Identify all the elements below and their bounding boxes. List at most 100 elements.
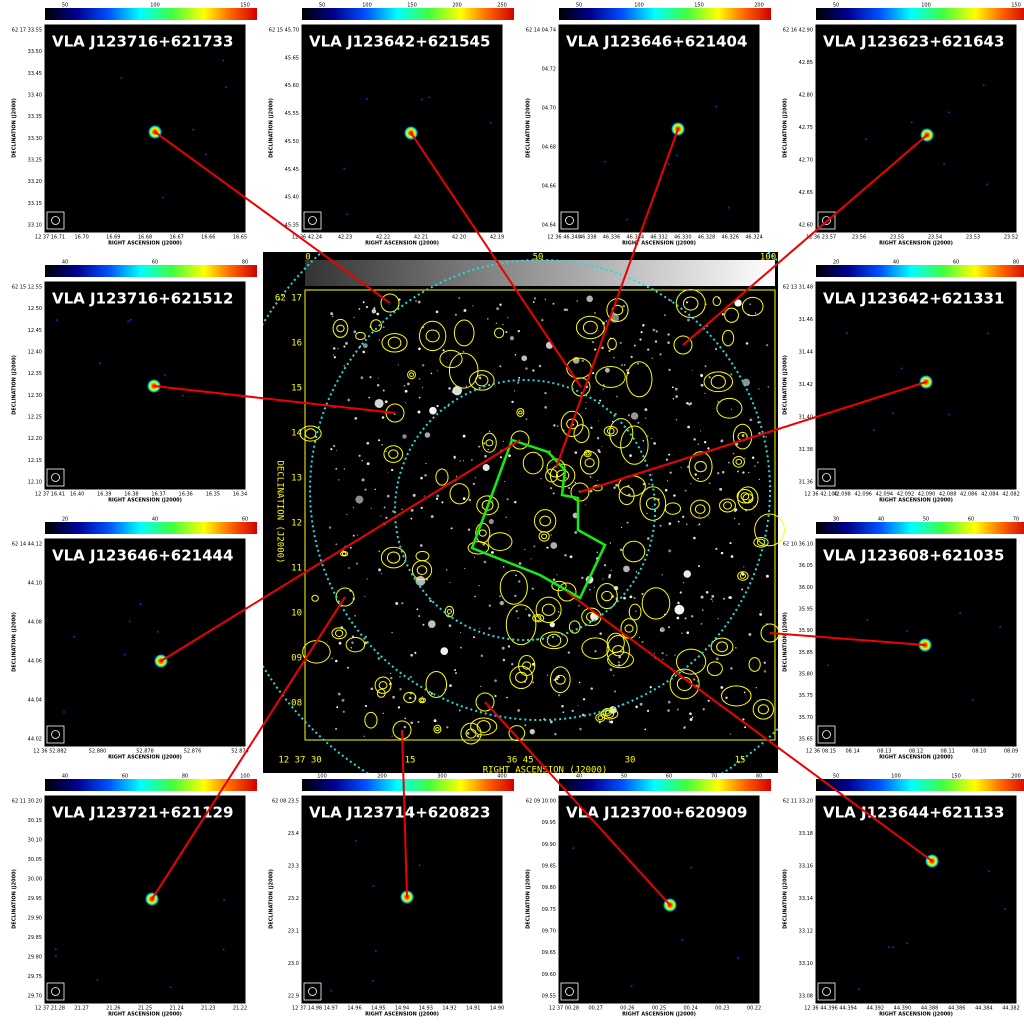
star [473, 483, 475, 485]
y-tick-label: 33.20 [28, 179, 42, 185]
star [599, 400, 601, 402]
star [647, 537, 650, 540]
star [459, 460, 460, 461]
star [436, 498, 438, 500]
y-tick-label: 09.55 [542, 994, 556, 1000]
colorbar-label: 20 [62, 517, 68, 523]
star [681, 467, 682, 468]
y-tick-label: 35.95 [799, 607, 813, 613]
star [425, 463, 426, 464]
star [416, 608, 418, 610]
star [390, 677, 392, 679]
star [353, 330, 356, 333]
star [597, 552, 598, 553]
star [518, 377, 520, 379]
cutout-image [816, 796, 1016, 1003]
star [647, 435, 648, 436]
star [615, 484, 618, 487]
y-axis-label: DECLINATION (J2000) [783, 869, 789, 929]
star [351, 642, 353, 644]
star [613, 675, 614, 676]
star [460, 647, 462, 649]
star [350, 547, 352, 549]
star [686, 524, 688, 526]
central-y-tick-label: 11 [291, 564, 302, 574]
y-tick-label: 35.75 [799, 693, 813, 699]
star [645, 417, 646, 418]
star [525, 367, 528, 370]
noise-speck [983, 84, 985, 86]
star [418, 300, 421, 303]
star [647, 348, 649, 350]
star [418, 411, 421, 414]
star [592, 372, 594, 374]
central-x-tick-label: 30 [625, 756, 636, 766]
star [711, 595, 714, 598]
star [730, 373, 732, 375]
x-tick-label: 42.23 [338, 235, 352, 241]
star [363, 301, 365, 303]
colorbar-label: 60 [242, 517, 248, 523]
star [354, 417, 357, 420]
star [390, 673, 391, 674]
star [483, 442, 485, 444]
star [463, 351, 465, 353]
y-tick-label: 33.15 [28, 201, 42, 207]
star [525, 608, 527, 610]
noise-speck [906, 942, 908, 944]
star [484, 561, 487, 564]
star [417, 721, 419, 723]
star [556, 574, 557, 575]
colorbar [559, 779, 771, 791]
colorbar-label: 100 [240, 774, 250, 780]
star [385, 400, 388, 403]
y-tick-label: 62 10 36.10 [783, 542, 813, 548]
star [364, 488, 366, 490]
star [597, 437, 599, 439]
star [358, 455, 360, 457]
star [330, 448, 332, 450]
star [431, 515, 434, 518]
star [666, 655, 667, 656]
colorbar-label: 200 [1011, 774, 1021, 780]
star [684, 570, 691, 577]
colorbar-label: 80 [756, 774, 762, 780]
central-y-tick-label: 13 [291, 474, 302, 484]
star [698, 565, 700, 567]
star [692, 370, 693, 371]
star [641, 641, 643, 643]
star [585, 402, 586, 403]
star [674, 654, 675, 655]
star [639, 339, 641, 341]
y-tick-label: 62 11 30.20 [12, 799, 42, 805]
star [387, 495, 390, 498]
noise-speck [375, 950, 377, 952]
star [683, 727, 685, 729]
noise-speck [846, 332, 848, 334]
star [633, 597, 635, 599]
y-tick-label: 35.80 [799, 672, 813, 678]
panel-title: VLA J123646+621404 [566, 33, 747, 51]
star [366, 442, 369, 445]
star [594, 312, 595, 313]
y-tick-label: 09.95 [542, 820, 556, 826]
star [544, 406, 547, 409]
star [725, 697, 727, 699]
star [726, 353, 727, 354]
star [564, 554, 566, 556]
star [590, 490, 593, 493]
star [362, 351, 365, 354]
noise-speck [366, 98, 368, 100]
star [646, 513, 648, 515]
star [610, 542, 611, 543]
star [742, 379, 750, 387]
noise-speck [999, 626, 1001, 628]
noise-speck [490, 122, 492, 124]
star [383, 389, 385, 391]
star [631, 412, 638, 419]
star [620, 548, 623, 551]
star [609, 574, 612, 577]
